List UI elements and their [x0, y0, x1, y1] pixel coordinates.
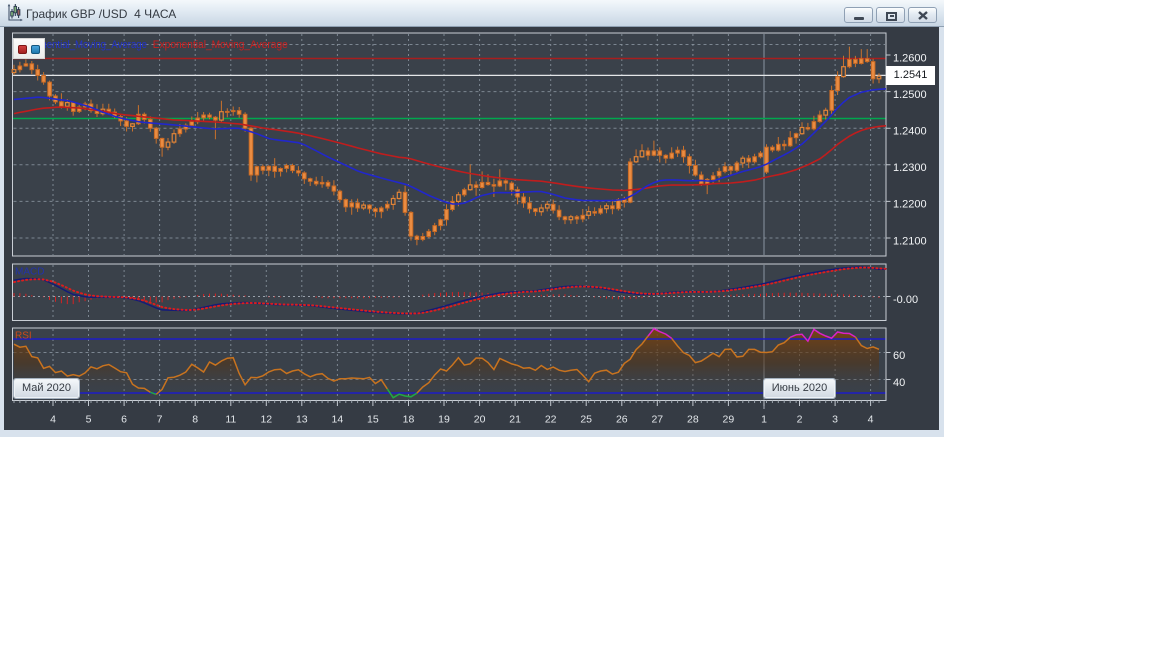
svg-text:7: 7	[157, 413, 163, 425]
svg-text:2: 2	[797, 413, 803, 425]
svg-text:18: 18	[403, 413, 415, 425]
svg-text:25: 25	[580, 413, 592, 425]
svg-text:8: 8	[192, 413, 198, 425]
svg-text:1: 1	[761, 413, 767, 425]
svg-text:27: 27	[651, 413, 663, 425]
svg-text:20: 20	[474, 413, 486, 425]
svg-text:1.2400: 1.2400	[893, 126, 927, 138]
svg-text:26: 26	[616, 413, 628, 425]
svg-text:60: 60	[893, 350, 905, 362]
svg-text:RSI: RSI	[15, 331, 32, 342]
svg-text:-0.00: -0.00	[893, 294, 918, 306]
svg-text:12: 12	[260, 413, 272, 425]
svg-text:11: 11	[225, 413, 236, 425]
svg-text:4: 4	[868, 413, 874, 425]
svg-text:MACD: MACD	[15, 267, 44, 278]
svg-text:4: 4	[50, 413, 56, 425]
svg-text:6: 6	[121, 413, 127, 425]
svg-text:21: 21	[509, 413, 521, 425]
svg-text:1.2100: 1.2100	[893, 235, 927, 247]
svg-text:1.2500: 1.2500	[893, 89, 927, 101]
svg-text:1.2300: 1.2300	[893, 162, 927, 174]
svg-text:1.2600: 1.2600	[893, 52, 927, 64]
svg-text:1.2200: 1.2200	[893, 199, 927, 211]
svg-text:28: 28	[687, 413, 699, 425]
svg-text:15: 15	[367, 413, 379, 425]
svg-text:22: 22	[545, 413, 557, 425]
svg-text:29: 29	[723, 413, 735, 425]
svg-text:14: 14	[332, 413, 344, 425]
svg-text:Exponential_Moving_Average: Exponential_Moving_Average	[153, 39, 288, 51]
svg-text:Exponential_Moving_Average: Exponential_Moving_Average	[20, 39, 148, 51]
svg-text:13: 13	[296, 413, 308, 425]
svg-text:19: 19	[438, 413, 450, 425]
svg-text:3: 3	[832, 413, 838, 425]
svg-text:40: 40	[893, 377, 905, 389]
svg-text:5: 5	[86, 413, 92, 425]
